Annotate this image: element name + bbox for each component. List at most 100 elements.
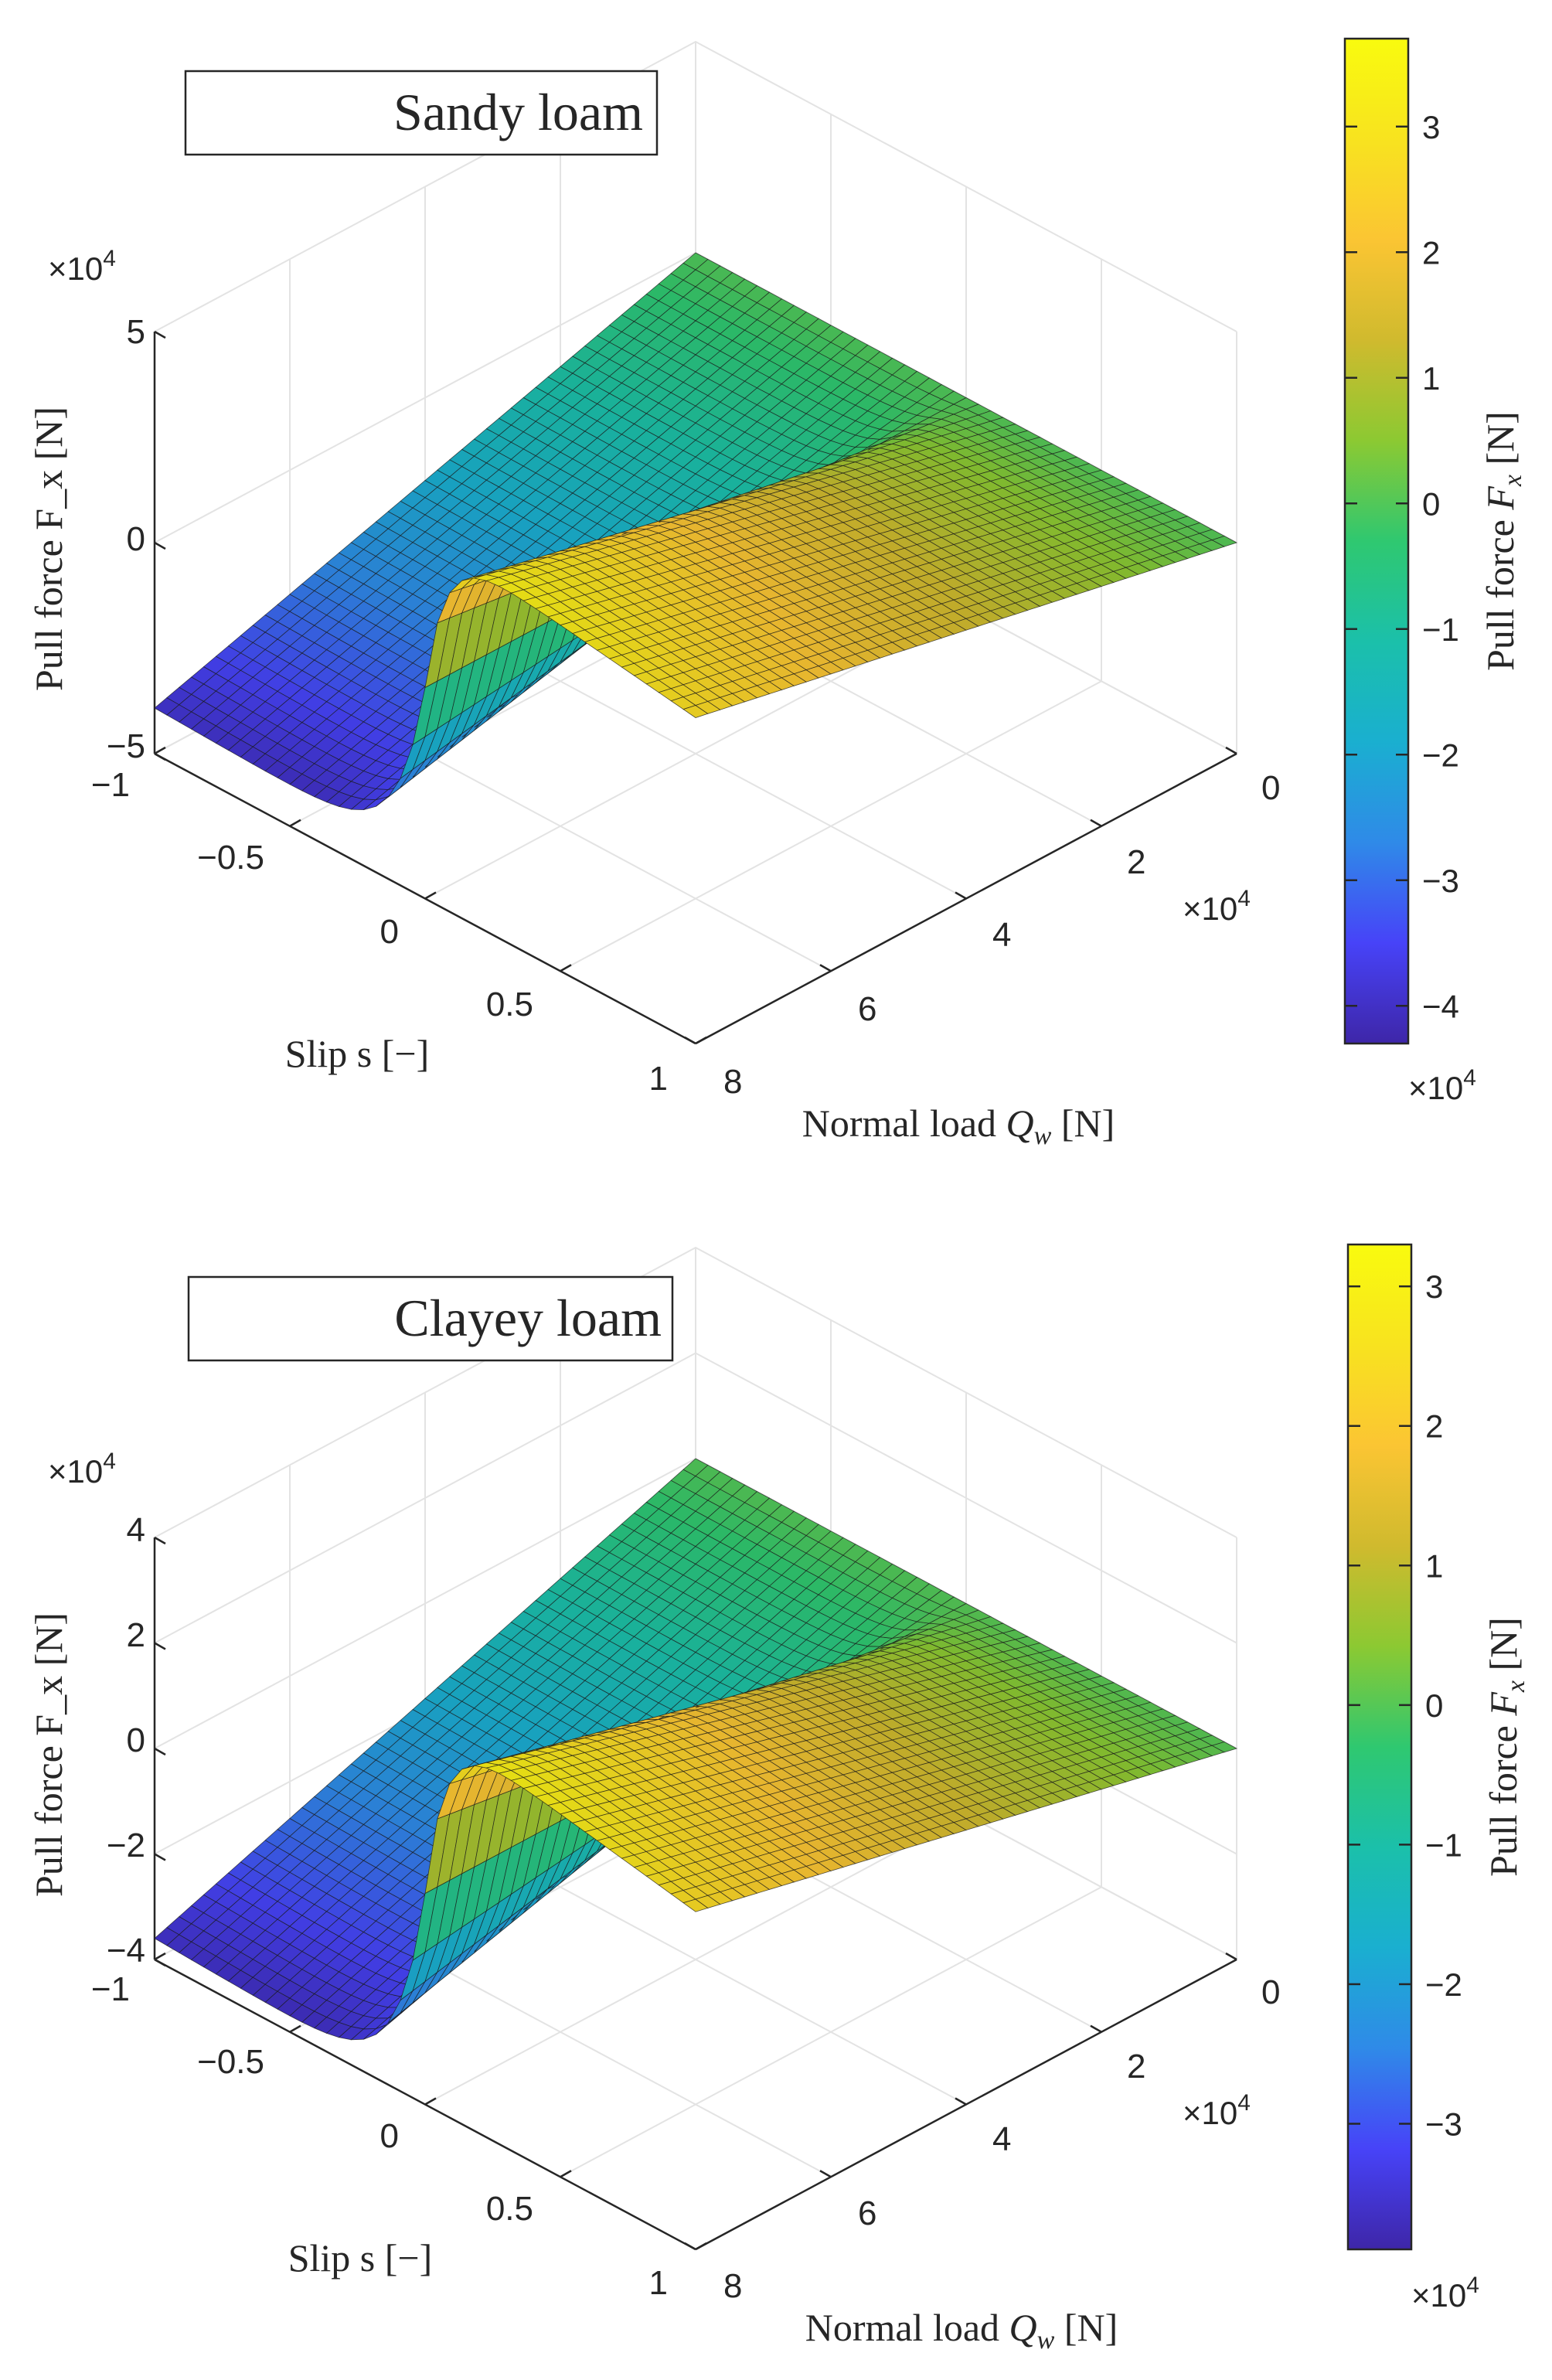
x-tick-label: −1 bbox=[91, 1970, 130, 2008]
z-tick-label: −2 bbox=[107, 1827, 145, 1864]
z-axis-label: Pull force F_x [N] bbox=[27, 1612, 70, 1897]
y-exponent: 4 bbox=[1237, 2090, 1251, 2116]
z-tick bbox=[154, 330, 166, 339]
x-tick-label: 0.5 bbox=[486, 986, 533, 1023]
x-tick bbox=[695, 2242, 707, 2251]
y-tick-label: 0 bbox=[1261, 769, 1280, 807]
colorbar-tick-label: 0 bbox=[1425, 1687, 1443, 1724]
x-tick bbox=[424, 891, 437, 900]
z-tick-label: 0 bbox=[127, 520, 145, 558]
colorbar-exponent-label: ×104 bbox=[1408, 1065, 1476, 1106]
z-tick bbox=[154, 1536, 166, 1545]
surface-plot bbox=[154, 1458, 1238, 2041]
panel-sandy-loam: Sandy loam 5 0 −5 ×104 Pull force F_x [N… bbox=[27, 37, 1527, 1150]
z-tick-label: −5 bbox=[107, 727, 145, 765]
x-tick bbox=[695, 1036, 707, 1045]
z-exponent: 4 bbox=[103, 246, 116, 271]
y-tick bbox=[1225, 1952, 1237, 1961]
z-tick-label: −4 bbox=[107, 1932, 145, 1970]
colorbar-exponent-label: ×104 bbox=[1411, 2273, 1479, 2314]
y-tick bbox=[1090, 819, 1102, 827]
y-tick bbox=[1090, 2024, 1102, 2033]
z-tick bbox=[154, 1747, 166, 1756]
y-tick bbox=[819, 964, 832, 972]
x-tick bbox=[560, 964, 572, 972]
y-tick-label: 8 bbox=[723, 2267, 742, 2305]
y-tick bbox=[684, 2242, 696, 2251]
x-tick bbox=[289, 2024, 301, 2033]
colorbar-tick-label: −1 bbox=[1422, 611, 1459, 648]
y-tick bbox=[819, 2170, 832, 2178]
x-tick bbox=[424, 2097, 437, 2106]
y-exponent-label: ×104 bbox=[1183, 886, 1251, 927]
z-tick bbox=[154, 1958, 166, 1967]
y-tick-label: 2 bbox=[1127, 2048, 1145, 2085]
colorbar-tick-label: −2 bbox=[1425, 1966, 1462, 2003]
colorbar-tick-label: −2 bbox=[1422, 737, 1459, 773]
x-tick bbox=[560, 2170, 572, 2178]
colorbar-tick-label: 0 bbox=[1422, 485, 1440, 522]
x-tick-label: 0 bbox=[380, 2117, 399, 2155]
colorbar bbox=[1343, 37, 1410, 1045]
z-tick bbox=[154, 752, 166, 761]
z-tick-label: 5 bbox=[127, 313, 145, 351]
y-tick-label: 4 bbox=[992, 2120, 1011, 2158]
colorbar-exponent: 4 bbox=[1463, 1065, 1476, 1091]
panel-clayey-loam: Clayey loam 4 2 0 −2 −4 ×104 Pull force … bbox=[27, 1243, 1530, 2354]
y-tick bbox=[955, 891, 967, 900]
colorbar-exponent: 4 bbox=[1466, 2273, 1479, 2298]
x-tick bbox=[154, 746, 166, 755]
y-tick-label: 8 bbox=[723, 1063, 742, 1101]
z-tick-label: 0 bbox=[127, 1721, 145, 1759]
chart-title: Sandy loam bbox=[393, 83, 643, 141]
colorbar bbox=[1346, 1243, 1413, 2251]
x-tick-label: 1 bbox=[649, 2264, 668, 2302]
colorbar-tick-label: 3 bbox=[1422, 109, 1440, 145]
z-exponent: 4 bbox=[103, 1449, 116, 1474]
y-exponent-label: ×104 bbox=[1183, 2090, 1251, 2131]
z-tick bbox=[154, 1642, 166, 1650]
colorbar-tick-label: 1 bbox=[1422, 360, 1440, 397]
x-tick bbox=[154, 1952, 166, 1961]
x-tick-label: −1 bbox=[91, 766, 130, 804]
y-tick-label: 6 bbox=[858, 2194, 876, 2232]
x-tick bbox=[289, 819, 301, 827]
chart-title: Clayey loam bbox=[394, 1289, 662, 1347]
x-tick-label: 0 bbox=[380, 913, 399, 951]
colorbar-tick-label: −1 bbox=[1425, 1827, 1462, 1863]
colorbar-tick-label: −3 bbox=[1422, 863, 1459, 899]
colorbar-tick-label: 2 bbox=[1422, 234, 1440, 271]
colorbar-tick-label: 2 bbox=[1425, 1408, 1443, 1445]
y-tick-label: 2 bbox=[1127, 843, 1145, 881]
z-tick bbox=[154, 1853, 166, 1861]
surface-plot bbox=[154, 252, 1238, 811]
y-tick-label: 6 bbox=[858, 990, 876, 1028]
colorbar-tick-label: 1 bbox=[1425, 1548, 1443, 1584]
z-tick-label: 2 bbox=[127, 1616, 145, 1654]
y-tick bbox=[955, 2097, 967, 2106]
y-tick bbox=[1225, 746, 1237, 755]
x-axis-label: Slip s [−] bbox=[288, 2236, 433, 2280]
z-tick-label: 4 bbox=[127, 1511, 145, 1549]
y-tick-label: 4 bbox=[992, 916, 1011, 954]
x-tick-label: −0.5 bbox=[197, 839, 264, 877]
y-tick-label: 0 bbox=[1261, 1973, 1280, 2011]
x-tick-label: 0.5 bbox=[486, 2190, 533, 2228]
grid-line bbox=[560, 259, 1102, 972]
x-tick-label: −0.5 bbox=[197, 2043, 264, 2081]
x-tick-label: 1 bbox=[649, 1060, 668, 1098]
z-exponent-label: ×104 bbox=[48, 246, 116, 287]
y-axis-label: Normal load Qw [N] bbox=[802, 1101, 1115, 1150]
colorbar-tick-label: −3 bbox=[1425, 2106, 1462, 2143]
x-axis-label: Slip s [−] bbox=[285, 1032, 430, 1075]
colorbar-tick-label: 3 bbox=[1425, 1268, 1443, 1305]
colorbar-tick-label: −4 bbox=[1422, 988, 1459, 1024]
y-exponent: 4 bbox=[1237, 886, 1251, 911]
z-tick bbox=[154, 541, 166, 550]
y-tick bbox=[684, 1036, 696, 1045]
colorbar-label: Pull force Fx [N] bbox=[1482, 1617, 1530, 1877]
z-axis-label: Pull force F_x [N] bbox=[27, 407, 70, 691]
colorbar-label: Pull force Fx [N] bbox=[1479, 411, 1527, 671]
